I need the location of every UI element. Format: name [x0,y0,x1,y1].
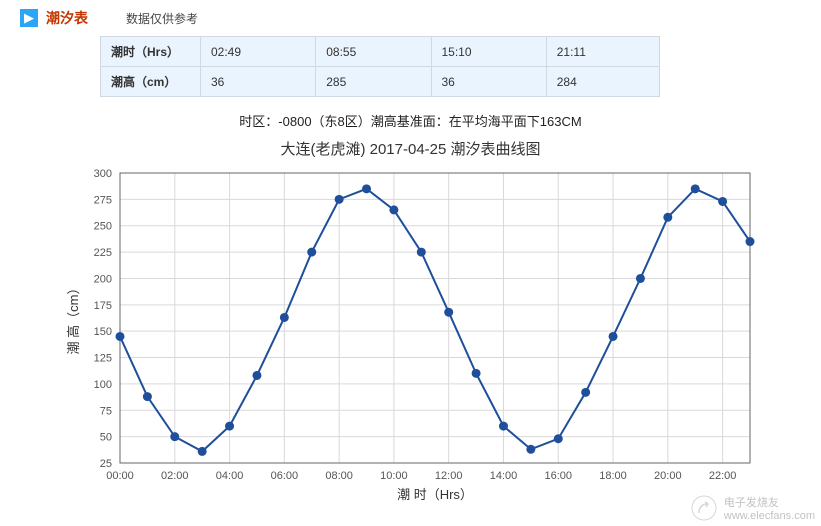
svg-text:75: 75 [100,405,112,417]
table-row: 潮时（Hrs） 02:49 08:55 15:10 21:11 [101,37,660,67]
cell-height: 284 [546,67,659,97]
watermark-text-bottom: www.elecfans.com [724,510,815,522]
svg-text:02:00: 02:00 [161,470,189,482]
svg-text:潮 时（Hrs）: 潮 时（Hrs） [397,487,473,502]
svg-text:300: 300 [94,168,112,180]
table-row: 潮高（cm） 36 285 36 284 [101,67,660,97]
svg-text:125: 125 [94,353,112,365]
svg-text:175: 175 [94,300,112,312]
svg-text:275: 275 [94,194,112,206]
svg-text:00:00: 00:00 [106,470,134,482]
svg-text:18:00: 18:00 [599,470,627,482]
svg-text:08:00: 08:00 [325,470,353,482]
svg-text:04:00: 04:00 [216,470,244,482]
svg-text:100: 100 [94,379,112,391]
svg-text:10:00: 10:00 [380,470,408,482]
svg-text:12:00: 12:00 [435,470,463,482]
tide-table: 潮时（Hrs） 02:49 08:55 15:10 21:11 潮高（cm） 3… [100,36,660,97]
section-header: ▶ 潮汐表 数据仅供参考 [20,8,801,28]
svg-text:150: 150 [94,326,112,338]
svg-text:25: 25 [100,458,112,470]
chart-title: 大连(老虎滩) 2017-04-25 潮汐表曲线图 [20,138,801,159]
svg-text:16:00: 16:00 [544,470,572,482]
chart-svg: 25 50 75 100 125 150 175 200 225 250 275 300 00:00 02… [60,163,760,503]
svg-text:潮 高（cm）: 潮 高（cm） [66,282,81,355]
section-title: 潮汐表 [46,8,88,28]
timezone-note: 时区：-0800（东8区）潮高基准面：在平均海平面下163CM [20,111,801,130]
svg-text:22:00: 22:00 [709,470,737,482]
row-label-time: 潮时（Hrs） [101,37,201,67]
svg-text:225: 225 [94,247,112,259]
tide-icon: ▶ [20,9,38,27]
tide-chart: 25 50 75 100 125 150 175 200 225 250 275 300 00:00 02… [60,163,760,506]
cell-time: 21:11 [546,37,659,67]
svg-text:200: 200 [94,273,112,285]
cell-time: 08:55 [316,37,431,67]
svg-text:50: 50 [100,432,112,444]
cell-time: 15:10 [431,37,546,67]
reference-note: 数据仅供参考 [126,10,198,27]
row-label-height: 潮高（cm） [101,67,201,97]
cell-height: 36 [431,67,546,97]
svg-text:14:00: 14:00 [490,470,518,482]
svg-text:06:00: 06:00 [271,470,299,482]
svg-text:20:00: 20:00 [654,470,682,482]
cell-height: 285 [316,67,431,97]
svg-text:250: 250 [94,221,112,233]
cell-time: 02:49 [201,37,316,67]
cell-height: 36 [201,67,316,97]
